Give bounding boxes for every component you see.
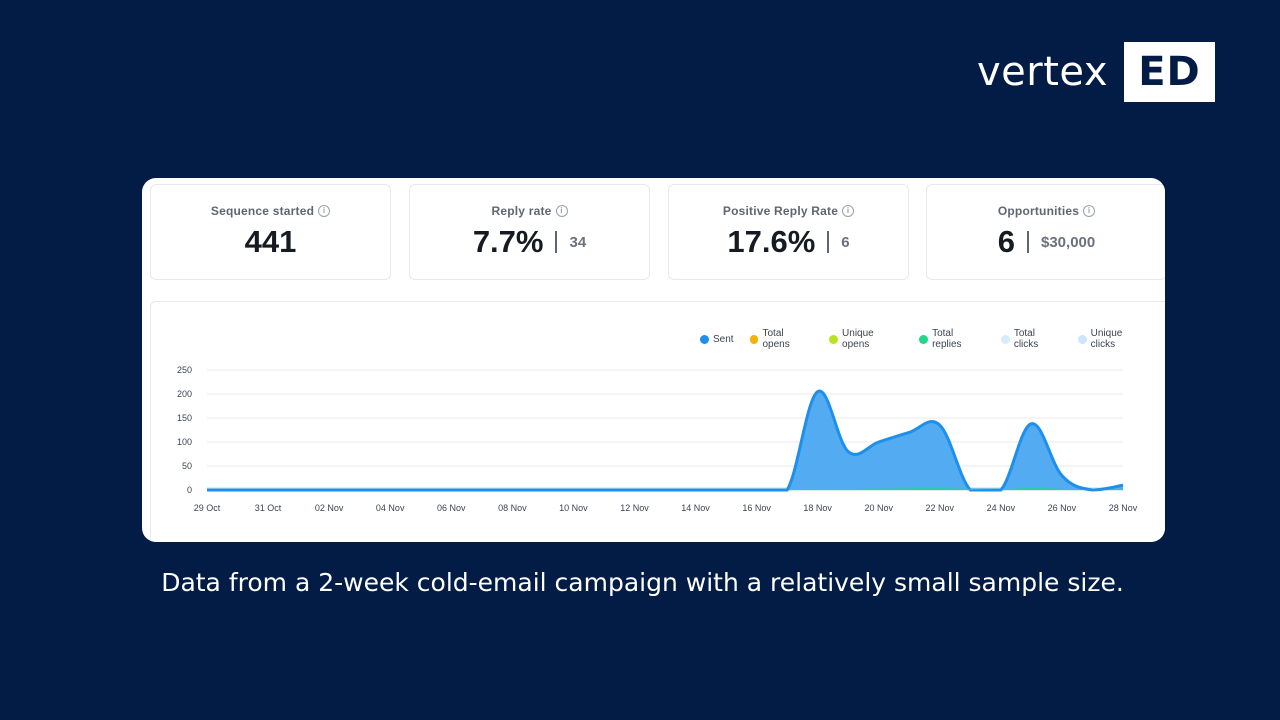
kpi-reply-rate: Reply rate i 7.7% 34 bbox=[409, 184, 650, 280]
legend-label: Total clicks bbox=[1013, 328, 1039, 350]
kpi-opportunities: Opportunities i 6 $30,000 bbox=[926, 184, 1165, 280]
legend-label: Total replies bbox=[932, 328, 962, 350]
x-tick-label: 10 Nov bbox=[559, 503, 588, 513]
kpi-divider bbox=[827, 231, 830, 253]
legend-label: Sent bbox=[713, 333, 734, 345]
info-icon[interactable]: i bbox=[555, 205, 568, 217]
legend-item-total-clicks[interactable]: Total clicks bbox=[1000, 328, 1062, 350]
x-tick-label: 26 Nov bbox=[1048, 503, 1077, 513]
legend-item-unique-opens[interactable]: Unique opens bbox=[829, 328, 903, 350]
analytics-panel: Sequence started i 441 Reply rate i 7.7%… bbox=[142, 178, 1165, 542]
info-icon[interactable]: i bbox=[842, 205, 855, 217]
kpi-divider bbox=[555, 231, 558, 253]
y-tick-label: 0 bbox=[187, 485, 192, 495]
info-icon[interactable]: i bbox=[318, 205, 331, 217]
caption: Data from a 2-week cold-email campaign w… bbox=[161, 568, 1124, 597]
y-tick-label: 250 bbox=[177, 365, 192, 375]
logo-box: ED bbox=[1124, 42, 1215, 102]
total-replies-area bbox=[207, 487, 1123, 490]
x-tick-label: 08 Nov bbox=[498, 503, 527, 513]
y-tick-label: 150 bbox=[177, 413, 192, 423]
kpi-positive-reply-rate: Positive Reply Rate i 17.6% 6 bbox=[668, 184, 909, 280]
x-tick-label: 18 Nov bbox=[803, 503, 832, 513]
x-tick-label: 28 Nov bbox=[1109, 503, 1138, 513]
info-icon[interactable]: i bbox=[1083, 205, 1096, 217]
kpi-value: 7.7% bbox=[472, 224, 544, 259]
x-tick-label: 12 Nov bbox=[620, 503, 649, 513]
legend-item-unique-clicks[interactable]: Unique clicks bbox=[1077, 328, 1149, 350]
sent-area bbox=[207, 391, 1123, 490]
kpi-title: Opportunities bbox=[997, 204, 1080, 218]
chart-card bbox=[150, 301, 1165, 542]
x-tick-label: 31 Oct bbox=[255, 503, 282, 513]
kpi-value: 6 bbox=[997, 224, 1015, 259]
kpi-divider bbox=[1027, 231, 1029, 253]
area-chart: 0 50 100 150 200 250 29 Oct 31 Oct 02 Nov 04 Nov 0… bbox=[177, 365, 1138, 513]
x-tick-label: 29 Oct bbox=[194, 503, 221, 513]
x-tick-label: 24 Nov bbox=[987, 503, 1016, 513]
chart-legend: Sent Total opens Unique opens Total repl… bbox=[700, 328, 1165, 350]
legend-item-total-replies[interactable]: Total replies bbox=[919, 328, 985, 350]
x-tick-label: 14 Nov bbox=[681, 503, 710, 513]
legend-swatch bbox=[1077, 334, 1087, 344]
legend-swatch bbox=[919, 334, 929, 344]
x-tick-label: 06 Nov bbox=[437, 503, 466, 513]
x-tick-label: 04 Nov bbox=[376, 503, 405, 513]
kpi-sub-value: 6 bbox=[841, 233, 850, 251]
kpi-sub-value: $30,000 bbox=[1041, 233, 1096, 251]
legend-item-sent[interactable]: Sent bbox=[700, 334, 734, 345]
y-tick-label: 200 bbox=[177, 389, 192, 399]
kpi-value: 441 bbox=[244, 224, 297, 259]
x-tick-label: 22 Nov bbox=[926, 503, 955, 513]
legend-label: Unique opens bbox=[842, 328, 874, 350]
x-tick-label: 02 Nov bbox=[315, 503, 344, 513]
y-tick-label: 50 bbox=[182, 461, 192, 471]
vertexed-logo: vertex ED bbox=[977, 42, 1215, 102]
kpi-title: Reply rate bbox=[491, 204, 552, 218]
legend-swatch bbox=[700, 334, 709, 344]
legend-swatch bbox=[749, 334, 759, 344]
kpi-title: Positive Reply Rate bbox=[722, 204, 839, 218]
sent-line bbox=[206, 389, 1124, 492]
kpi-title: Sequence started bbox=[210, 204, 315, 218]
kpi-sub-value: 34 bbox=[569, 233, 587, 251]
kpi-sequence-started: Sequence started i 441 bbox=[150, 184, 391, 280]
logo-word: vertex bbox=[977, 49, 1108, 95]
legend-swatch bbox=[829, 334, 839, 344]
x-tick-label: 16 Nov bbox=[742, 503, 771, 513]
legend-label: Total opens bbox=[762, 328, 790, 350]
x-tick-label: 20 Nov bbox=[864, 503, 893, 513]
legend-swatch bbox=[1000, 334, 1010, 344]
y-tick-label: 100 bbox=[177, 437, 192, 447]
legend-label: Unique clicks bbox=[1090, 328, 1123, 350]
legend-item-total-opens[interactable]: Total opens bbox=[749, 328, 814, 350]
kpi-value: 17.6% bbox=[727, 224, 816, 259]
